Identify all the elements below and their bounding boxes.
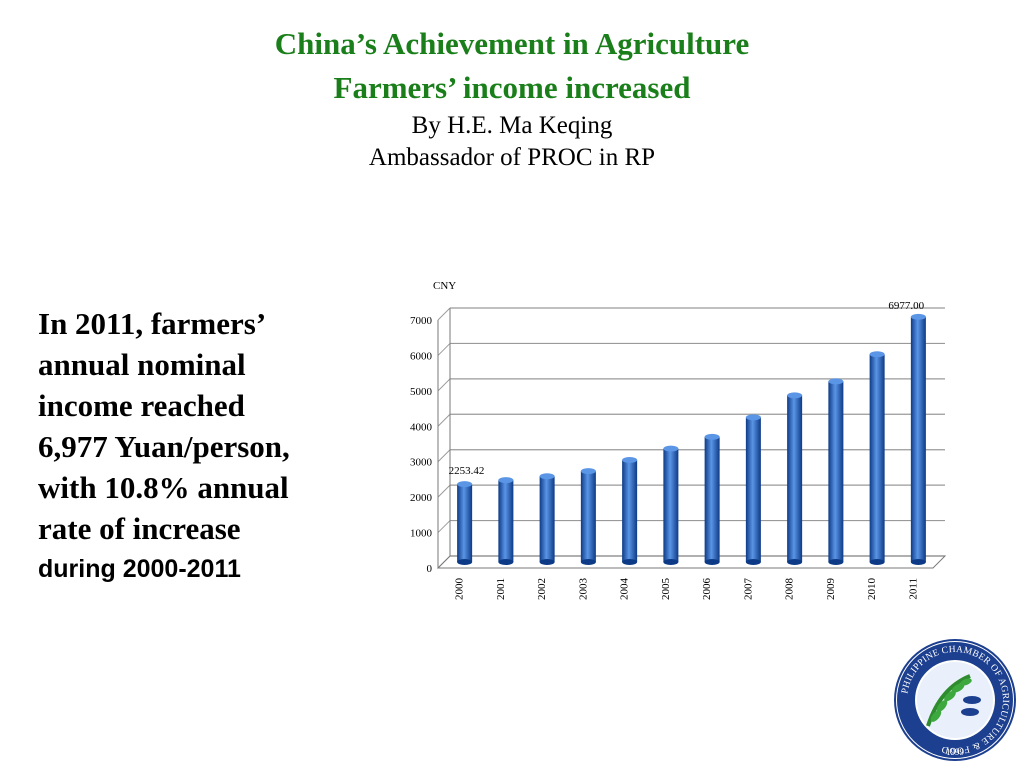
bar-top [745, 414, 761, 421]
bar-top [704, 433, 720, 440]
bar-top [622, 456, 638, 463]
grid-line-diagonal [437, 520, 451, 533]
bar [704, 433, 720, 565]
grid-line-diagonal [437, 378, 451, 392]
bar-body [910, 316, 926, 562]
bar-body [622, 459, 638, 562]
bar [663, 445, 679, 565]
bar-body [457, 484, 473, 562]
bar [787, 392, 803, 565]
bar-body [745, 417, 761, 562]
bar [580, 468, 596, 565]
x-tick-label: 2006 [701, 578, 713, 601]
slide-subtitle: Farmers’ income increased [333, 70, 691, 105]
floor [436, 555, 947, 569]
logo-year: 1999 [946, 747, 965, 757]
y-tick-label: 4000 [410, 421, 433, 433]
y-tick-label: 5000 [410, 386, 433, 398]
bar-base [580, 559, 596, 565]
bar-top [787, 392, 803, 399]
bar [869, 351, 885, 565]
grid-line-diagonal [437, 343, 451, 356]
label-layer: 0 1000 2000 3000 4000 5000 6000 7000 CNY 2000 2253… [410, 280, 925, 600]
bar-top [580, 468, 596, 475]
bar [498, 477, 514, 565]
y-tick-label: 1000 [410, 528, 433, 540]
axis-layer [436, 308, 947, 569]
body-line: annual nominal [38, 347, 246, 382]
x-tick-label: 2003 [577, 578, 589, 601]
grid-line-diagonal [437, 484, 451, 498]
bar-base [828, 559, 844, 565]
bar-top [828, 378, 844, 385]
y-tick-label: 6000 [410, 350, 433, 362]
bar-base [787, 559, 803, 565]
bar-top [498, 477, 514, 484]
bar-base [539, 559, 555, 565]
bar-body [663, 448, 679, 562]
y-tick-label: 0 [427, 563, 433, 575]
x-tick-label: 2007 [742, 578, 754, 601]
bar-base [663, 559, 679, 565]
bar [457, 481, 473, 565]
bar-top [910, 313, 926, 320]
bar-top [539, 473, 555, 480]
bar-base [869, 559, 885, 565]
x-tick-label: 2005 [660, 578, 672, 601]
y-tick-label: 2000 [410, 492, 433, 504]
bar-body [498, 480, 514, 562]
body-line-last: during 2000-2011 [38, 555, 241, 583]
x-tick-label: 2009 [825, 578, 837, 601]
bar [539, 473, 555, 565]
bar-body [869, 354, 885, 562]
bar-body [580, 471, 596, 562]
bar-body [704, 436, 720, 562]
bar-base [498, 559, 514, 565]
body-line: with 10.8% annual [38, 470, 289, 505]
x-tick-label: 2008 [784, 578, 796, 601]
body-line: income reached [38, 388, 245, 423]
income-bar-chart: 0 1000 2000 3000 4000 5000 6000 7000 CNY 2000 2253… [410, 280, 947, 600]
bar-layer [457, 313, 926, 565]
body-line: rate of increase [38, 511, 241, 546]
y-tick-label: 7000 [410, 315, 433, 327]
bar-body [787, 395, 803, 562]
x-tick-label: 2011 [907, 578, 919, 600]
bar-base [622, 559, 638, 565]
body-line: 6,977 Yuan/person, [38, 429, 290, 464]
data-label: 2253.42 [449, 465, 485, 477]
bar-base [704, 559, 720, 565]
bar-base [457, 559, 473, 565]
body-text: In 2011, farmers’ annual nominal income … [38, 303, 368, 590]
bar [910, 313, 926, 565]
x-tick-label: 2001 [495, 578, 507, 600]
y-axis-unit-label: CNY [433, 280, 456, 292]
x-tick-label: 2000 [454, 578, 466, 601]
x-tick-label: 2010 [866, 578, 878, 601]
x-tick-label: 2002 [536, 578, 548, 600]
bar-base [910, 559, 926, 565]
x-tick-label: 2004 [619, 578, 631, 601]
bar [828, 378, 844, 565]
title-block: China’s Achievement in Agriculture Farme… [0, 22, 1024, 174]
bar [745, 414, 761, 565]
bar-top [457, 481, 473, 488]
grid-line-diagonal [437, 413, 451, 427]
bar-body [539, 476, 555, 562]
bar-body [828, 381, 844, 562]
data-label: 6977.00 [888, 300, 924, 312]
bar-base [745, 559, 761, 565]
bar-top [663, 445, 679, 452]
bar-top [869, 351, 885, 358]
author-line: By H.E. Ma Keqing [411, 112, 613, 139]
body-line: In 2011, farmers’ [38, 306, 267, 341]
grid-line-diagonal [437, 449, 451, 463]
slide-title: China’s Achievement in Agriculture [274, 26, 750, 61]
role-line: Ambassador of PROC in RP [368, 144, 656, 171]
grid-layer [437, 307, 945, 569]
grid-line-diagonal [437, 307, 451, 321]
y-tick-label: 3000 [410, 457, 433, 469]
chamber-logo: PHILIPPINE CHAMBER OF AGRICULTURE & FOOD… [894, 639, 1016, 761]
bar [622, 456, 638, 565]
